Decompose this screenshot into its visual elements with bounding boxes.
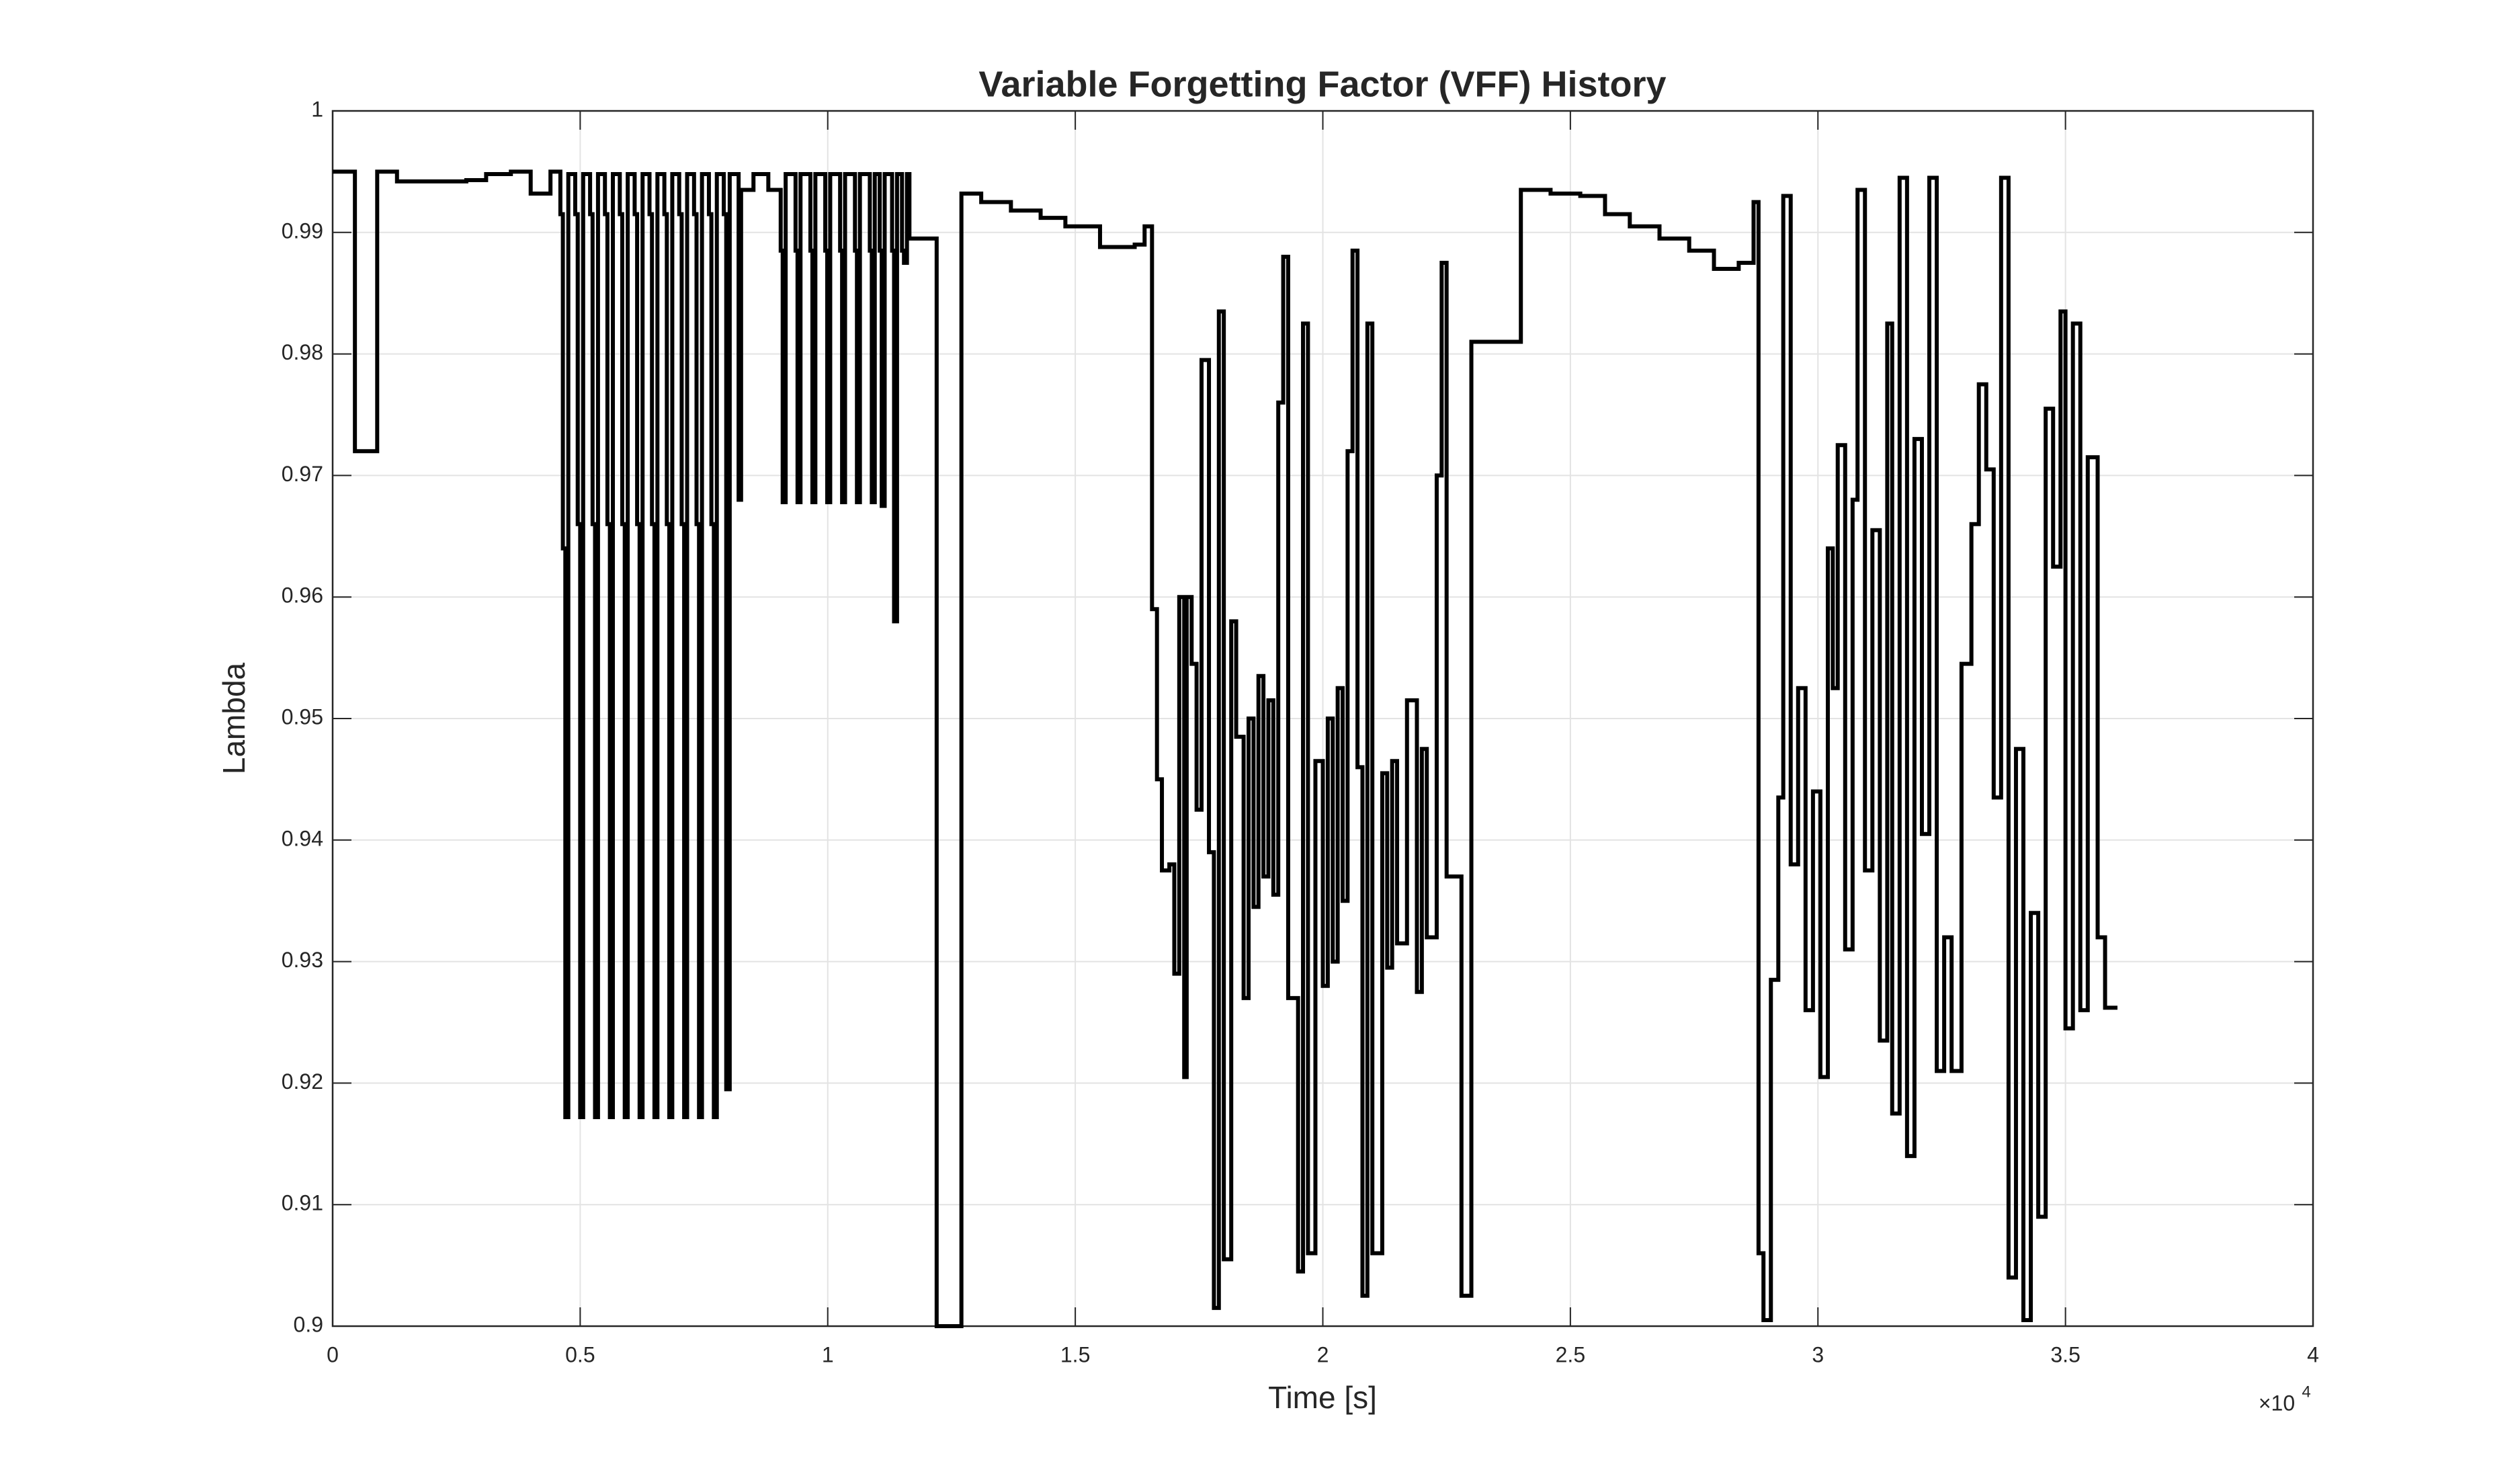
x-tick-label: 0	[327, 1342, 339, 1366]
x-tick-label: 1	[822, 1342, 834, 1366]
y-tick-label: 0.92	[282, 1069, 323, 1094]
x-exponent-base: ×10	[2259, 1391, 2295, 1415]
y-tick-label: 0.98	[282, 340, 323, 364]
axes-box	[331, 110, 2314, 1328]
y-tick-label: 0.94	[282, 826, 323, 850]
y-tick-label: 0.91	[282, 1191, 323, 1215]
y-tick-label: 0.97	[282, 462, 323, 486]
y-tick-label: 0.99	[282, 218, 323, 243]
x-axis-label: Time [s]	[1268, 1380, 1377, 1415]
y-tick-label: 0.95	[282, 704, 323, 729]
y-tick-label: 0.9	[294, 1312, 323, 1336]
x-tick-label: 1.5	[1060, 1342, 1090, 1366]
x-tick-label: 0.5	[565, 1342, 595, 1366]
x-tick-label: 3	[1812, 1342, 1824, 1366]
x-exponent-power: 4	[2302, 1383, 2310, 1401]
x-tick-label: 2	[1317, 1342, 1329, 1366]
data-line	[333, 169, 2117, 1328]
y-axis-label: Lambda	[216, 662, 251, 774]
x-tick-label: 2.5	[1556, 1342, 1585, 1366]
x-tick-label: 3.5	[2050, 1342, 2080, 1366]
y-tick-label: 0.96	[282, 583, 323, 608]
y-tick-label: 0.93	[282, 948, 323, 972]
x-tick-label: 4	[2307, 1342, 2319, 1366]
y-tick-label: 1	[311, 97, 323, 121]
chart-title: Variable Forgetting Factor (VFF) History	[978, 64, 1666, 104]
